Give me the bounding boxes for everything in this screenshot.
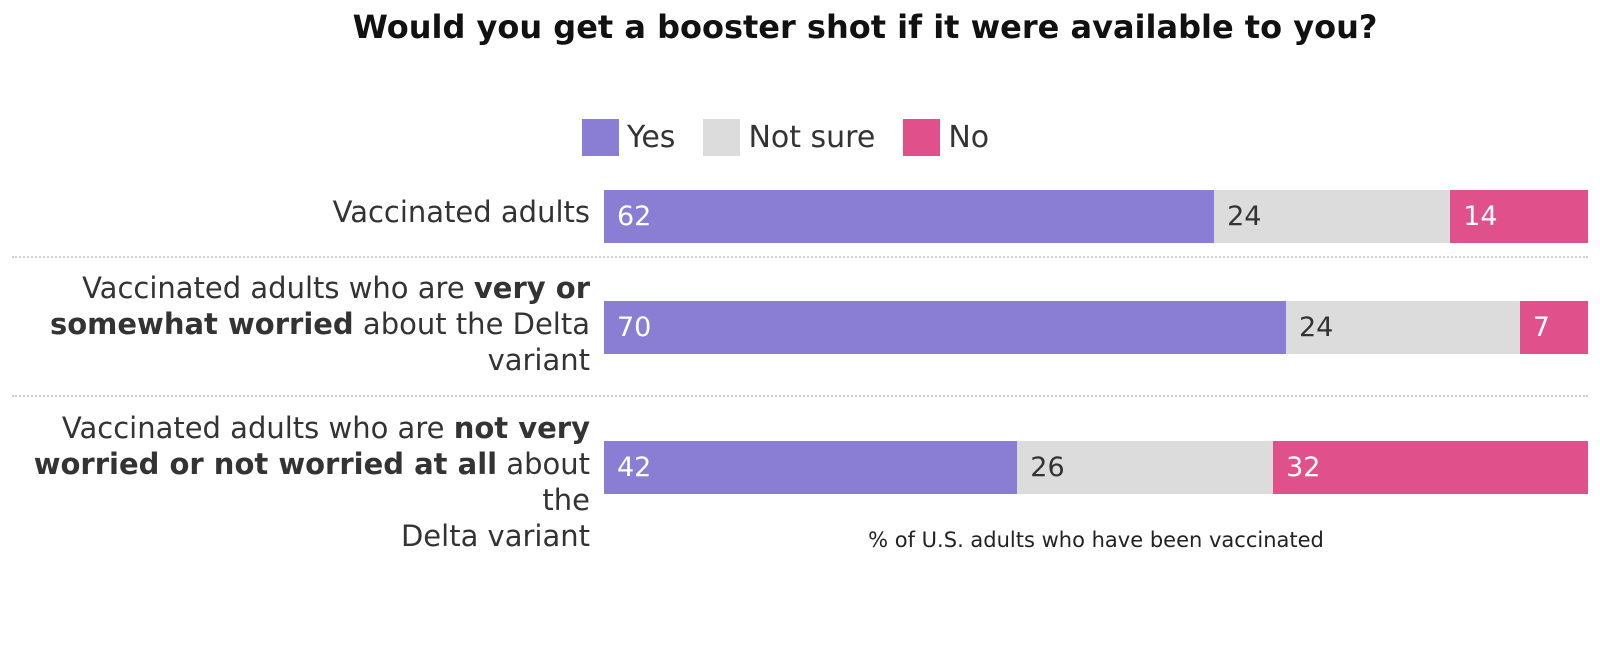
bar-segment-no: 14 [1450, 190, 1588, 243]
legend-swatch [903, 118, 941, 156]
legend-label: No [948, 119, 990, 155]
data-label: 70 [617, 312, 652, 343]
data-label: 26 [1030, 452, 1065, 483]
bar-segment-not-sure: 26 [1017, 441, 1274, 494]
data-label: 32 [1286, 452, 1321, 483]
category-label: Vaccinated adults [332, 195, 590, 229]
category-label: Vaccinated adults who are very or somewha… [49, 271, 590, 377]
legend-label: Yes [627, 119, 676, 155]
legend-swatch [582, 118, 619, 156]
stacked-bar: 70 24 7 [604, 301, 1588, 354]
legend-label: Not sure [748, 119, 876, 155]
row-divider [12, 256, 1588, 258]
stacked-bar: 62 24 14 [604, 190, 1588, 243]
data-label: 24 [1298, 312, 1334, 343]
chart-title: Would you get a booster shot if it were … [352, 8, 1378, 46]
x-axis-label: % of U.S. adults who have been vaccinate… [868, 528, 1324, 552]
legend-item-not-sure: Not sure [703, 118, 876, 156]
bar-segment-yes: 70 [604, 301, 1286, 354]
data-label: 14 [1463, 201, 1498, 232]
data-label: 62 [617, 201, 652, 232]
data-label: 24 [1227, 201, 1262, 232]
bar-segment-no: 32 [1273, 441, 1588, 494]
legend: Yes Not sure No [582, 118, 1017, 156]
legend-item-yes: Yes [582, 118, 676, 156]
row-divider [12, 395, 1588, 397]
bar-segment-yes: 62 [604, 190, 1215, 243]
data-label: 7 [1532, 312, 1550, 343]
legend-item-no: No [903, 118, 990, 156]
stacked-bar: 42 26 32 [604, 441, 1588, 494]
bar-segment-not-sure: 24 [1214, 190, 1451, 243]
bar-segment-no: 7 [1519, 301, 1588, 354]
legend-swatch [703, 118, 741, 156]
bar-segment-not-sure: 24 [1285, 301, 1520, 354]
category-label: Vaccinated adults who are not very worrie… [33, 411, 590, 553]
bar-segment-yes: 42 [604, 441, 1018, 494]
data-label: 42 [617, 452, 652, 483]
